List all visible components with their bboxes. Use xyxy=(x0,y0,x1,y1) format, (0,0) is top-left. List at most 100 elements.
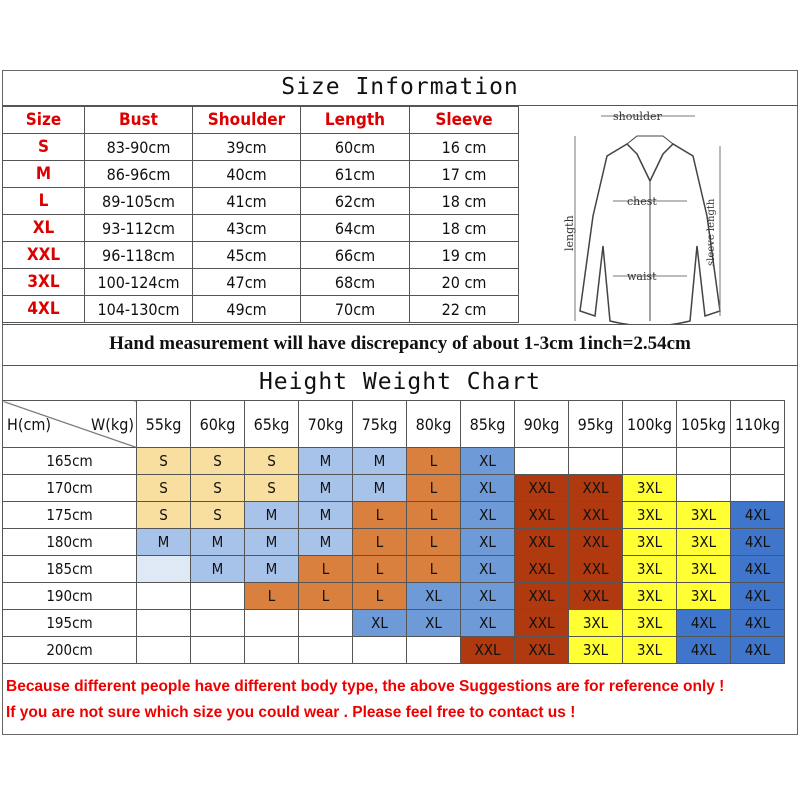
footer-line-2: If you are not sure which size you could… xyxy=(6,704,576,721)
shirt-diagram-icon: shoulder chest waist length sleeve lengt… xyxy=(563,110,721,324)
size-cell xyxy=(676,447,731,475)
size-label: 3XL xyxy=(2,268,85,296)
divider xyxy=(2,105,798,106)
size-cell: S xyxy=(136,447,191,475)
size-cell xyxy=(730,474,785,502)
size-cell: 3XL xyxy=(676,528,731,556)
size-cell xyxy=(730,447,785,475)
size-cell: XXL xyxy=(514,555,569,583)
size-cell: L xyxy=(352,555,407,583)
hw-row: 175cm S S M M L L XL XXL XXL 3XL 3XL 4XL xyxy=(2,501,785,529)
height-label: 190cm xyxy=(2,582,137,610)
height-weight-title: Height Weight Chart xyxy=(258,369,542,395)
size-cell: XL xyxy=(406,582,461,610)
size-cell: 3XL xyxy=(568,636,623,664)
size-cell: S xyxy=(136,501,191,529)
weight-header: 55kg xyxy=(136,400,191,448)
size-cell: 3XL xyxy=(676,501,731,529)
size-cell: M xyxy=(352,447,407,475)
size-cell: S xyxy=(190,474,245,502)
size-cell: 49cm xyxy=(192,295,301,323)
hw-row: 180cm M M M M L L XL XXL XXL 3XL 3XL 4XL xyxy=(2,528,785,556)
svg-text:sleeve length: sleeve length xyxy=(706,198,717,266)
size-cell xyxy=(244,609,299,637)
hw-row: 185cm M M L L L XL XXL XXL 3XL 3XL 4XL xyxy=(2,555,785,583)
size-cell: L xyxy=(352,501,407,529)
footer-line-1: Because different people have different … xyxy=(6,678,725,695)
divider xyxy=(2,365,798,366)
size-cell xyxy=(190,582,245,610)
size-cell: XXL xyxy=(568,582,623,610)
size-cell: 83-90cm xyxy=(84,133,193,161)
size-cell xyxy=(514,447,569,475)
size-cell: 16 cm xyxy=(409,133,519,161)
size-cell: 19 cm xyxy=(409,241,519,269)
weight-axis-label: W(kg) xyxy=(91,415,134,434)
size-cell: L xyxy=(406,555,461,583)
height-label: 175cm xyxy=(2,501,137,529)
size-cell: M xyxy=(244,528,299,556)
hw-row: 170cm S S S M M L XL XXL XXL 3XL xyxy=(2,474,785,502)
size-cell: S xyxy=(190,501,245,529)
size-cell: XL xyxy=(460,501,515,529)
size-cell: L xyxy=(406,447,461,475)
size-cell: 4XL xyxy=(730,582,785,610)
hw-header-row: H(cm) W(kg) 55kg 60kg 65kg 70kg 75kg 80kg 85kg… xyxy=(2,400,785,448)
size-cell: M xyxy=(244,501,299,529)
size-cell: XL xyxy=(460,582,515,610)
size-cell xyxy=(298,636,353,664)
weight-header: 75kg xyxy=(352,400,407,448)
hw-row: 190cm L L L XL XL XXL XXL 3XL 3XL 4XL xyxy=(2,582,785,610)
size-cell: L xyxy=(298,555,353,583)
size-cell: 104-130cm xyxy=(84,295,193,323)
size-label: XXL xyxy=(2,241,85,269)
size-cell: XL xyxy=(406,609,461,637)
weight-header: 90kg xyxy=(514,400,569,448)
size-cell: M xyxy=(298,501,353,529)
size-cell: 3XL xyxy=(676,582,731,610)
size-cell: 22 cm xyxy=(409,295,519,323)
size-cell: 3XL xyxy=(622,582,677,610)
size-cell: 70cm xyxy=(300,295,410,323)
size-cell: 4XL xyxy=(730,555,785,583)
size-cell: 4XL xyxy=(730,609,785,637)
hw-row: 165cm S S S M M L XL xyxy=(2,447,785,475)
size-cell xyxy=(676,474,731,502)
size-cell: 3XL xyxy=(622,555,677,583)
size-row: S 83-90cm 39cm 60cm 16 cm xyxy=(2,133,519,161)
header-bust: Bust xyxy=(84,106,193,134)
weight-header: 85kg xyxy=(460,400,515,448)
size-cell xyxy=(298,609,353,637)
size-cell xyxy=(136,582,191,610)
size-label: XL xyxy=(2,214,85,242)
size-cell xyxy=(244,636,299,664)
size-cell: 43cm xyxy=(192,214,301,242)
size-cell: M xyxy=(352,474,407,502)
svg-text:length: length xyxy=(563,215,576,251)
size-cell: XXL xyxy=(514,582,569,610)
size-cell: XL xyxy=(460,609,515,637)
size-cell: XL xyxy=(460,447,515,475)
corner-cell: H(cm) W(kg) xyxy=(2,400,137,448)
size-cell: 64cm xyxy=(300,214,410,242)
size-cell: XXL xyxy=(514,474,569,502)
size-row: 4XL 104-130cm 49cm 70cm 22 cm xyxy=(2,295,519,323)
size-cell: S xyxy=(136,474,191,502)
size-cell: M xyxy=(244,555,299,583)
size-cell xyxy=(190,609,245,637)
weight-header: 95kg xyxy=(568,400,623,448)
size-cell: S xyxy=(190,447,245,475)
size-cell: XXL xyxy=(568,528,623,556)
size-cell: XXL xyxy=(514,501,569,529)
size-cell xyxy=(352,636,407,664)
size-cell xyxy=(136,636,191,664)
size-cell: 62cm xyxy=(300,187,410,215)
svg-text:shoulder: shoulder xyxy=(613,110,663,123)
svg-text:chest: chest xyxy=(627,195,657,208)
size-cell: XXL xyxy=(568,501,623,529)
size-cell: L xyxy=(298,582,353,610)
size-cell: XXL xyxy=(514,528,569,556)
svg-text:waist: waist xyxy=(627,270,657,283)
size-label: 4XL xyxy=(2,295,85,323)
size-cell: S xyxy=(244,474,299,502)
